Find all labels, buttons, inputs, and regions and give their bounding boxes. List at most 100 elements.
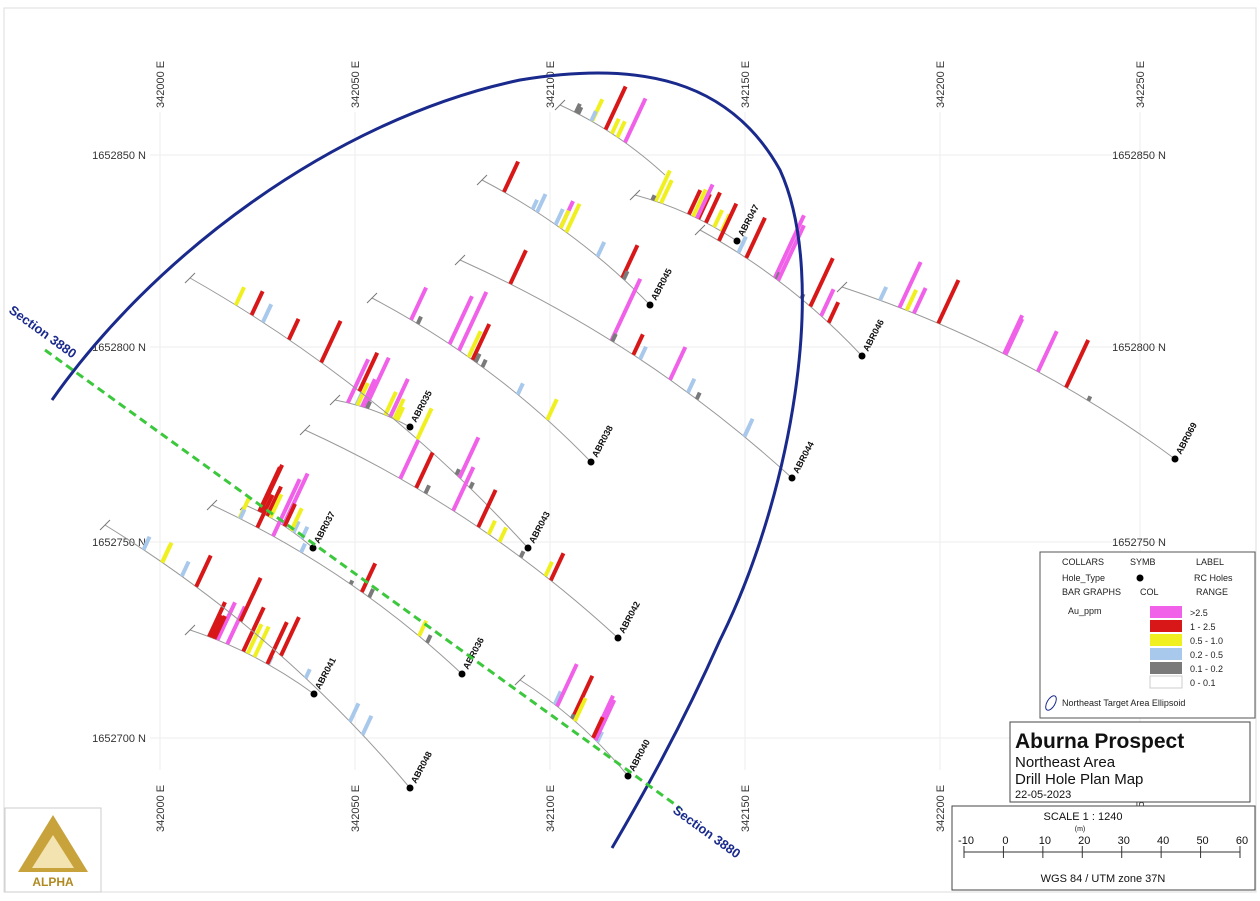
northing-label: 1652700 N	[92, 733, 146, 745]
assay-bar	[631, 333, 645, 356]
assay-bar	[249, 290, 265, 316]
assay-bar	[686, 377, 697, 394]
assay-bar	[233, 286, 246, 306]
trace-start	[184, 272, 196, 284]
assay-bar	[595, 241, 607, 258]
legend-header: BAR GRAPHS	[1062, 587, 1121, 597]
easting-label: 342000 E	[155, 61, 167, 108]
assay-bar	[383, 391, 398, 416]
trace-start	[184, 624, 196, 636]
easting-label: 342150 E	[740, 785, 752, 832]
assay-bar	[414, 451, 435, 489]
scale-block: SCALE 1 : 1240 (m) WGS 84 / UTM zone 37N…	[951, 805, 1256, 891]
drill-trace	[334, 399, 411, 428]
assay-bar	[558, 209, 571, 229]
easting-label: 342000 E	[155, 785, 167, 832]
collar	[524, 544, 532, 552]
easting-label: 342100 E	[545, 61, 557, 108]
assay-bar	[1086, 395, 1093, 402]
frame	[3, 7, 1257, 893]
assay-bar	[451, 466, 476, 512]
assay-bar	[348, 579, 355, 586]
assay-bar	[518, 550, 526, 559]
collar	[458, 670, 466, 678]
assay-bar	[553, 208, 565, 226]
logo: ALPHA	[4, 807, 102, 893]
legend-swatch	[1150, 662, 1182, 674]
assay-bar	[545, 398, 559, 421]
assay-bar	[466, 330, 483, 358]
drill-trace	[189, 629, 315, 695]
legend-text: Au_ppm	[1068, 606, 1102, 616]
legend-ranges: >2.5 1 - 2.5 0.5 - 1.0 0.2 - 0.5 0.1 - 0.2 0 …	[1149, 606, 1223, 689]
assay-bar	[367, 588, 375, 599]
map-name: Drill Hole Plan Map	[1015, 771, 1143, 788]
assay-bar	[447, 295, 474, 345]
drill-trace	[841, 286, 1176, 460]
assay-bar	[279, 616, 301, 657]
assay-bar	[508, 249, 528, 285]
assay-bar	[653, 169, 672, 203]
trace-start	[454, 254, 466, 266]
easting-label: 342150 E	[740, 61, 752, 108]
collar-symbol	[1136, 574, 1144, 582]
assay-bar	[476, 489, 498, 528]
assay-bar	[212, 615, 227, 640]
assay-bar	[610, 117, 621, 135]
logo-mark	[32, 835, 74, 868]
assay-bar	[570, 674, 595, 720]
assay-bar	[225, 605, 247, 645]
assay-bar	[659, 179, 674, 204]
assay-bar	[530, 198, 539, 211]
legend-swatch	[1150, 606, 1182, 618]
assay-bar	[695, 183, 715, 220]
legend-header: COLLARS	[1062, 557, 1104, 567]
assay-bar	[573, 102, 582, 114]
map-title: Aburna Prospect	[1015, 730, 1184, 753]
assay-bar	[589, 110, 598, 122]
title-box	[1009, 721, 1251, 803]
assay-bar	[282, 503, 297, 528]
legend-swatch	[1150, 648, 1182, 660]
easting-label: 342200 E	[935, 785, 947, 832]
assay-bar	[591, 716, 605, 739]
easting-label: 342050 E	[350, 785, 362, 832]
easting-label: 342050 E	[350, 61, 362, 108]
assay-bar	[194, 554, 213, 588]
assay-bar	[603, 85, 628, 131]
drill-trace	[211, 504, 463, 675]
assay-bar	[425, 634, 433, 644]
assay-bar	[457, 291, 489, 352]
assay-bar	[776, 224, 806, 282]
assay-bar	[819, 288, 836, 317]
assay-bar	[395, 406, 406, 422]
assay-bar	[415, 407, 434, 441]
collar	[309, 544, 317, 552]
assay-bar	[609, 277, 643, 342]
assay-bar	[388, 378, 410, 418]
collar	[406, 784, 414, 792]
trace-start	[206, 499, 218, 511]
assay-bar	[271, 478, 302, 537]
assay-bar	[668, 346, 688, 381]
grid: 342000 E 342000 E 342050 E 342050 E 342100 E…	[92, 61, 1166, 832]
northing-label: 1652800 N	[92, 342, 146, 354]
area-name: Northeast Area	[1015, 754, 1116, 771]
trace-start	[366, 292, 378, 304]
assay-bar	[897, 261, 923, 309]
assay-bar	[241, 606, 266, 653]
section-line	[44, 348, 681, 810]
assay-bar	[423, 484, 431, 495]
collar	[1171, 455, 1179, 463]
collar	[624, 772, 632, 780]
northing-label: 1652850 N	[92, 150, 146, 162]
assay-bar	[712, 209, 724, 228]
assay-bar	[258, 464, 284, 513]
assay-bar	[179, 560, 191, 578]
northing-label: 1652800 N	[1112, 342, 1166, 354]
scale-title: SCALE 1 : 1240	[1044, 811, 1123, 823]
legend-text: RC Holes	[1194, 573, 1233, 583]
easting-label: 342200 E	[935, 61, 947, 108]
target-ellipse	[50, 71, 804, 849]
